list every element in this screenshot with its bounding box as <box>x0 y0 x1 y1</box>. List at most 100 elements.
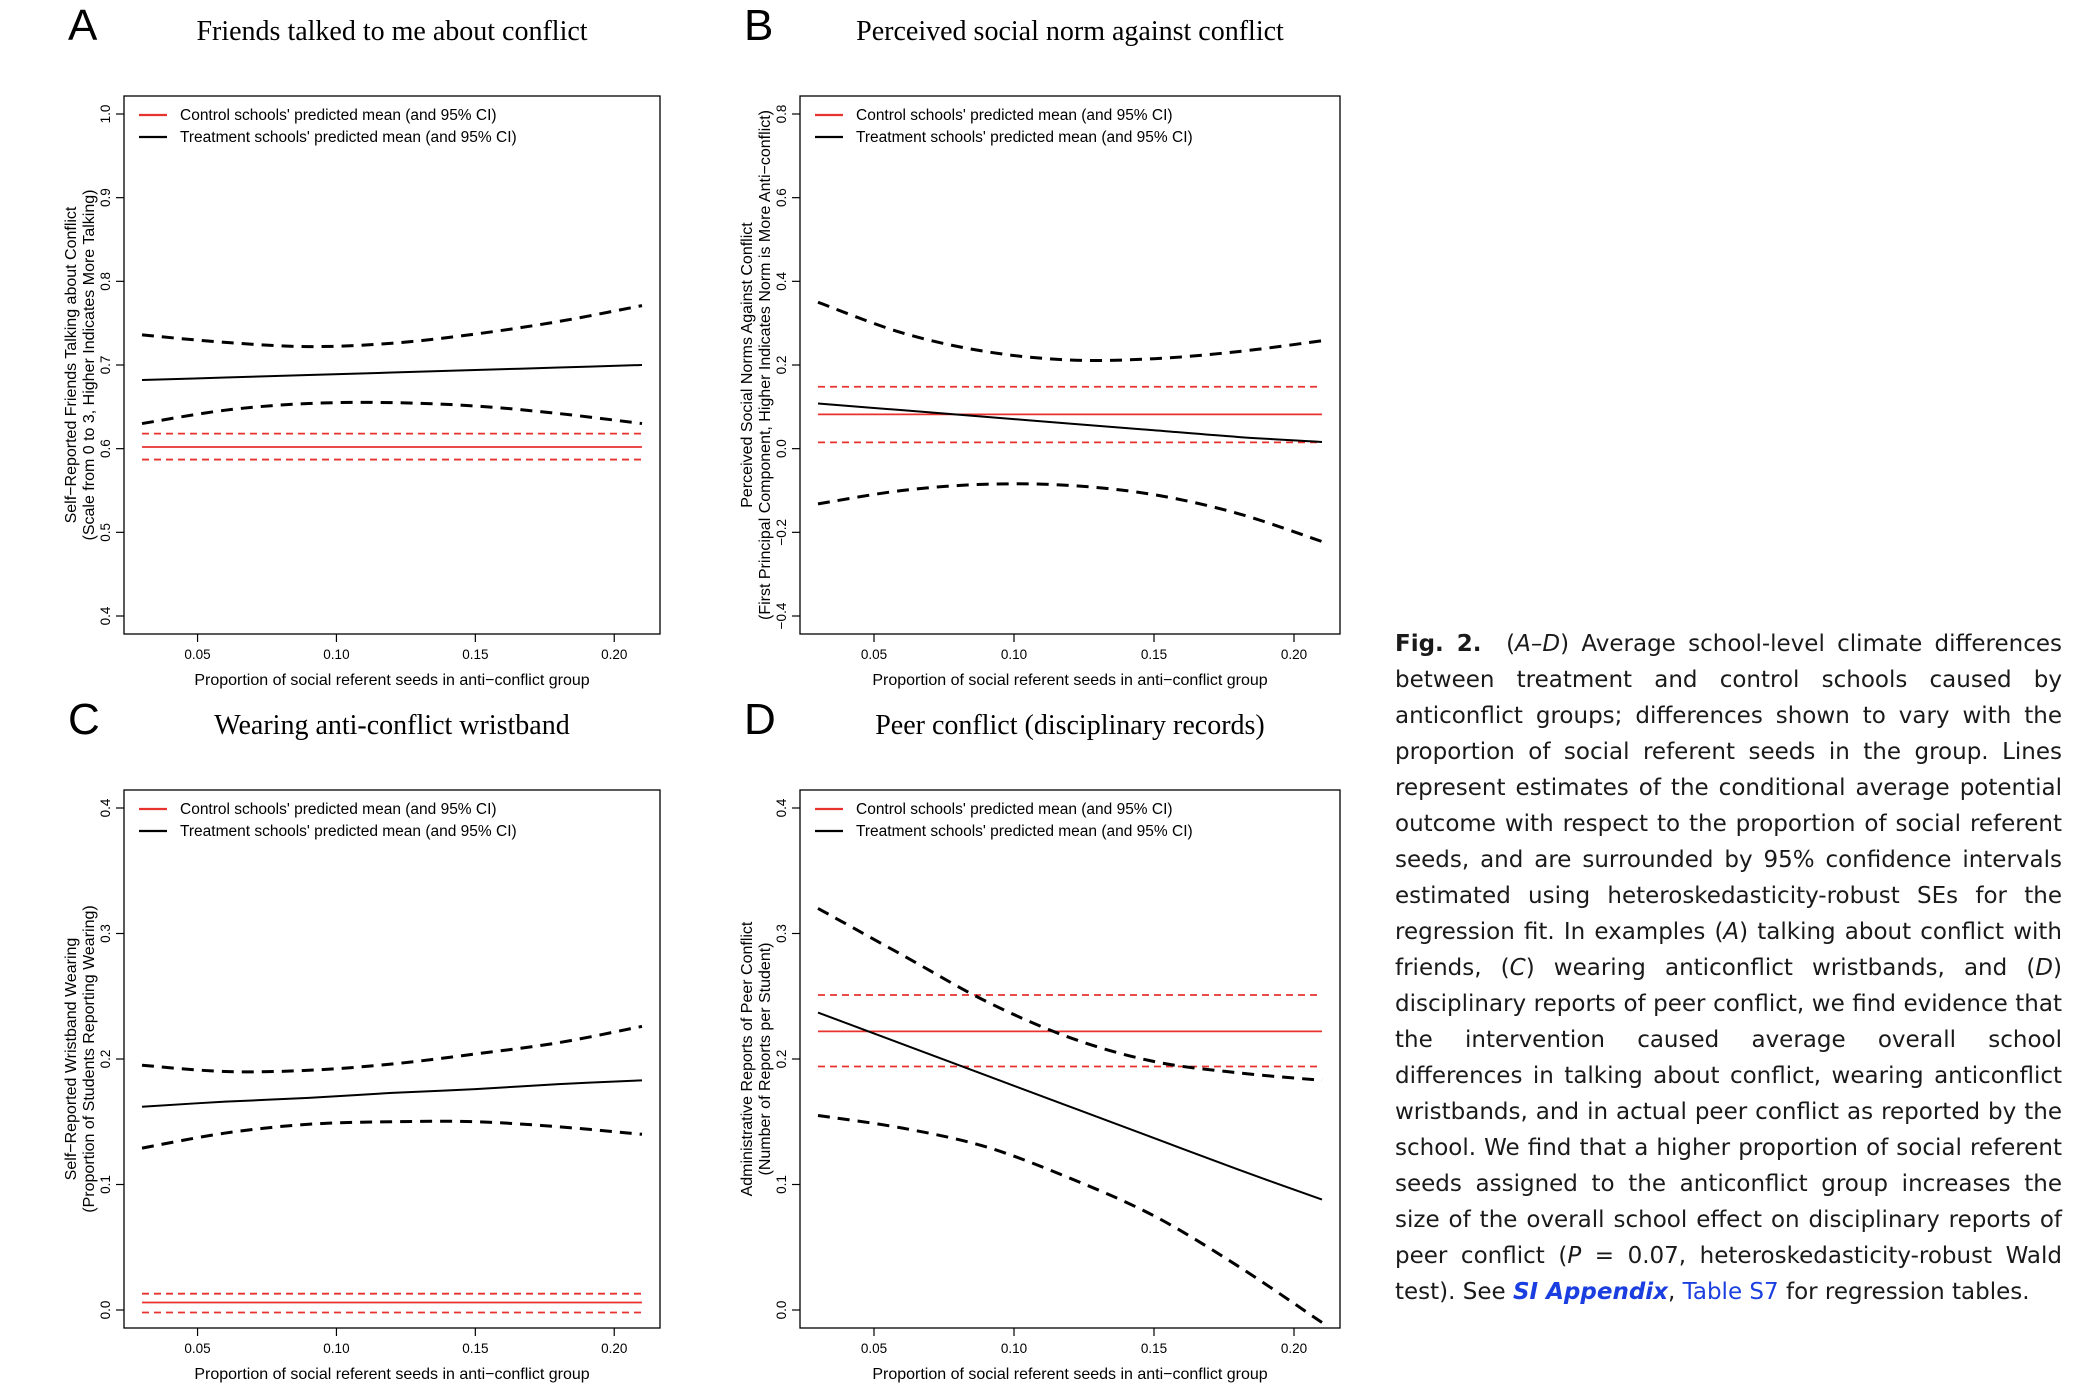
y-axis-label: Perceived Social Norms Against Conflict <box>739 222 756 508</box>
y-tick-label: 0.2 <box>774 356 789 375</box>
x-tick-label: 0.05 <box>184 1341 210 1356</box>
y-tick-label: −0.2 <box>774 519 789 546</box>
x-tick-label: 0.05 <box>861 647 887 662</box>
plot-frame <box>123 95 661 635</box>
caption-text-5: = 0.07, heteroskedasticity-robust Wald t… <box>1395 1243 2062 1305</box>
y-tick-label: 1.0 <box>98 105 113 124</box>
y-tick-label: 0.9 <box>98 188 113 207</box>
chart-title: Perceived social norm against conflict <box>856 16 1284 47</box>
y-tick-label: 0.4 <box>98 606 113 625</box>
chart-title: Wearing anti-conflict wristband <box>214 710 569 741</box>
panel-b: B Perceived social norm against conflict 0… <box>739 1 1341 689</box>
plot-frame <box>799 95 1341 635</box>
x-tick-label: 0.10 <box>1001 1341 1027 1356</box>
y-tick-label: 0.5 <box>98 523 113 542</box>
y-axis-label: Self−Reported Wristband Wearing <box>63 938 80 1181</box>
y-tick-label: 0.4 <box>98 798 113 817</box>
x-axis-label: Proportion of social referent seeds in a… <box>194 1366 589 1383</box>
table-s7-link[interactable]: Table S7 <box>1682 1279 1779 1305</box>
x-tick-label: 0.05 <box>184 647 210 662</box>
series-group <box>817 300 1323 543</box>
y-tick-label: 0.8 <box>774 105 789 124</box>
series-group <box>141 1024 643 1314</box>
y-tick-label: 0.6 <box>774 188 789 207</box>
treatment-ci-upper-line <box>817 300 1323 362</box>
treatment-ci-lower-line <box>817 482 1323 543</box>
y-axis-label: (Proportion of Students Reporting Wearin… <box>81 905 98 1212</box>
panel-d: D Peer conflict (disciplinary records) 0.0… <box>739 695 1341 1383</box>
treatment-ci-upper-line <box>141 304 643 349</box>
caption-p-symbol: P <box>1567 1243 1582 1269</box>
y-axis-label: (Number of Reports per Student) <box>757 943 774 1176</box>
si-appendix-link[interactable]: SI Appendix <box>1512 1279 1668 1305</box>
plot-frame <box>123 789 661 1329</box>
caption-text-7: for regression tables. <box>1778 1279 2030 1305</box>
y-axis-label: (First Principal Component, Higher Indic… <box>757 110 774 620</box>
x-tick-label: 0.05 <box>861 1341 887 1356</box>
x-tick-label: 0.20 <box>1281 647 1307 662</box>
treatment-mean-line <box>141 1079 643 1108</box>
y-axis-label: Self−Reported Friends Talking about Conf… <box>63 206 80 523</box>
caption-ref-c: C <box>1509 955 1526 981</box>
x-tick-label: 0.15 <box>462 1341 488 1356</box>
series-group <box>817 907 1323 1324</box>
y-tick-label: 0.0 <box>774 439 789 458</box>
caption-text-6: , <box>1668 1279 1683 1305</box>
y-tick-label: 0.4 <box>774 271 789 290</box>
y-tick-label: 0.8 <box>98 272 113 291</box>
chart-title: Friends talked to me about conflict <box>196 16 587 47</box>
y-tick-label: 0.2 <box>774 1050 789 1069</box>
x-axis-label: Proportion of social referent seeds in a… <box>872 672 1267 689</box>
y-tick-label: 0.6 <box>98 439 113 458</box>
y-tick-label: 0.0 <box>98 1301 113 1320</box>
y-tick-label: 0.4 <box>774 798 789 817</box>
chart-title: Peer conflict (disciplinary records) <box>875 710 1265 741</box>
treatment-ci-lower-line <box>817 1113 1323 1324</box>
legend-treatment-label: Treatment schools' predicted mean (and 9… <box>856 823 1193 840</box>
panel-a: A Friends talked to me about conflict 0.05… <box>63 1 661 689</box>
panel-label: A <box>68 1 98 50</box>
caption-fig-label: Fig. 2. <box>1395 631 1482 657</box>
y-tick-label: 0.1 <box>98 1175 113 1194</box>
x-tick-label: 0.15 <box>1141 1341 1167 1356</box>
treatment-mean-line <box>817 402 1323 443</box>
plot-frame <box>799 789 1341 1329</box>
legend-control-label: Control schools' predicted mean (and 95%… <box>180 107 497 124</box>
legend-treatment-label: Treatment schools' predicted mean (and 9… <box>180 129 517 146</box>
series-group <box>141 304 643 461</box>
x-tick-label: 0.20 <box>601 1341 627 1356</box>
treatment-ci-upper-line <box>141 1024 643 1074</box>
y-tick-label: 0.7 <box>98 356 113 375</box>
caption-text-1: Average school-level climate differences… <box>1395 631 2062 945</box>
x-tick-label: 0.20 <box>1281 1341 1307 1356</box>
treatment-ci-lower-line <box>141 1119 643 1150</box>
caption-range: A–D <box>1515 631 1561 657</box>
x-tick-label: 0.10 <box>1001 647 1027 662</box>
caption-ref-a: A <box>1723 919 1740 945</box>
x-tick-label: 0.10 <box>323 647 349 662</box>
y-tick-label: 0.0 <box>774 1301 789 1320</box>
x-axis-label: Proportion of social referent seeds in a… <box>194 672 589 689</box>
panel-label: C <box>68 695 100 744</box>
caption-ref-d: D <box>2035 955 2054 981</box>
figure-panels: A Friends talked to me about conflict 0.05… <box>63 1 1341 1383</box>
y-tick-label: 0.2 <box>98 1050 113 1069</box>
panel-label: B <box>744 1 773 50</box>
figure-caption: Fig. 2. (A–D) Average school-level clima… <box>1395 631 2062 1305</box>
y-tick-label: −0.4 <box>774 602 789 629</box>
panel-label: D <box>744 695 776 744</box>
panel-c: C Wearing anti-conflict wristband 0.05 0.1 0… <box>63 695 661 1383</box>
treatment-mean-line <box>141 364 643 382</box>
x-tick-label: 0.15 <box>1141 647 1167 662</box>
caption-text-4: ) disciplinary reports of peer conflict,… <box>1395 955 2062 1269</box>
treatment-mean-line <box>817 1011 1323 1201</box>
legend-control-label: Control schools' predicted mean (and 95%… <box>856 107 1173 124</box>
y-axis-label: (Scale from 0 to 3, Higher Indicates Mor… <box>81 190 98 541</box>
x-axis-label: Proportion of social referent seeds in a… <box>872 1366 1267 1383</box>
legend-control-label: Control schools' predicted mean (and 95%… <box>856 801 1173 818</box>
y-axis-label: Administrative Reports of Peer Conflict <box>739 921 756 1196</box>
x-tick-label: 0.15 <box>462 647 488 662</box>
legend-control-label: Control schools' predicted mean (and 95%… <box>180 801 497 818</box>
x-tick-label: 0.20 <box>601 647 627 662</box>
caption-text-3: ) wearing anticonflict wristbands, and ( <box>1525 955 2036 981</box>
